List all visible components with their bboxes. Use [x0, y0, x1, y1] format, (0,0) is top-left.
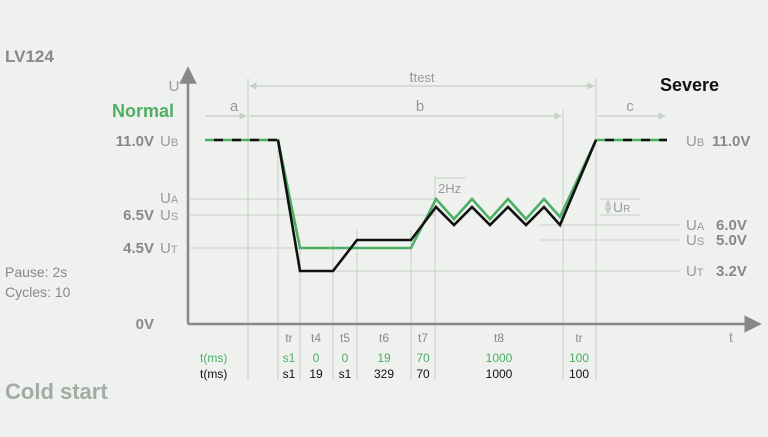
severe-cell: 70	[416, 367, 430, 381]
diagram-title: LV124	[5, 47, 54, 66]
normal-cell: 100	[569, 351, 589, 365]
normal-cell: 0	[313, 351, 320, 365]
normal-cell: s1	[283, 351, 296, 365]
table-header: t5	[340, 331, 350, 345]
ut-symbol-left: UT	[160, 240, 178, 257]
us-symbol-right: US	[686, 232, 704, 249]
freq-label: 2Hz	[438, 181, 461, 196]
timing-table: t(ms) t(ms) tr t4 t5 t6 t7 t8 tr s1 0 0 …	[200, 331, 589, 381]
normal-cell: 19	[377, 351, 391, 365]
normal-legend-label: Normal	[112, 101, 174, 121]
us-value-right: 5.0V	[716, 232, 747, 249]
severe-cell: 100	[569, 367, 589, 381]
severe-cell: s1	[339, 367, 352, 381]
footer-title: Cold start	[5, 379, 108, 404]
normal-row-label: t(ms)	[200, 351, 227, 365]
us-symbol-left: US	[160, 207, 178, 224]
zero-volt-label: 0V	[136, 316, 154, 333]
table-header: t4	[311, 331, 321, 345]
us-value-left: 6.5V	[123, 207, 154, 224]
cycles-text: Cycles: 10	[5, 284, 71, 300]
ua-symbol-right: UA	[686, 217, 705, 234]
pause-text: Pause: 2s	[5, 264, 67, 280]
ripple-label: UR	[613, 199, 630, 215]
ub-symbol-left: UB	[160, 133, 178, 150]
table-header: t6	[379, 331, 389, 345]
ub-value-right: 11.0V	[712, 133, 750, 150]
ut-value-left: 4.5V	[123, 240, 154, 257]
ub-value-left: 11.0V	[116, 133, 154, 150]
severe-waveform	[276, 139, 598, 273]
severe-cell: 19	[309, 367, 323, 381]
severe-row-label: t(ms)	[200, 367, 227, 381]
severe-cell: 1000	[486, 367, 513, 381]
ua-value-right: 6.0V	[716, 217, 747, 234]
y-axis-label: U	[169, 78, 180, 95]
time-guide-lines	[247, 78, 597, 380]
span-arrows	[205, 82, 666, 120]
table-header: tr	[575, 331, 582, 345]
normal-cell: 0	[342, 351, 349, 365]
normal-cell: 70	[416, 351, 430, 365]
span-c-label: c	[626, 98, 634, 115]
table-header: t8	[494, 331, 504, 345]
ua-symbol-left: UA	[160, 190, 179, 207]
ub-symbol-right: UB	[686, 133, 704, 150]
normal-cell: 1000	[486, 351, 513, 365]
severe-cell: s1	[283, 367, 296, 381]
ut-value-right: 3.2V	[716, 263, 747, 280]
ttest-label: ttest	[409, 69, 435, 86]
table-header: t7	[418, 331, 428, 345]
span-b-label: b	[416, 98, 424, 115]
x-axis-label: t	[729, 329, 733, 345]
severe-cell: 329	[374, 367, 394, 381]
ut-symbol-right: UT	[686, 263, 704, 280]
table-header: tr	[285, 331, 292, 345]
severe-legend-label: Severe	[660, 75, 719, 95]
normal-waveform	[205, 138, 667, 250]
span-a-label: a	[230, 98, 239, 115]
